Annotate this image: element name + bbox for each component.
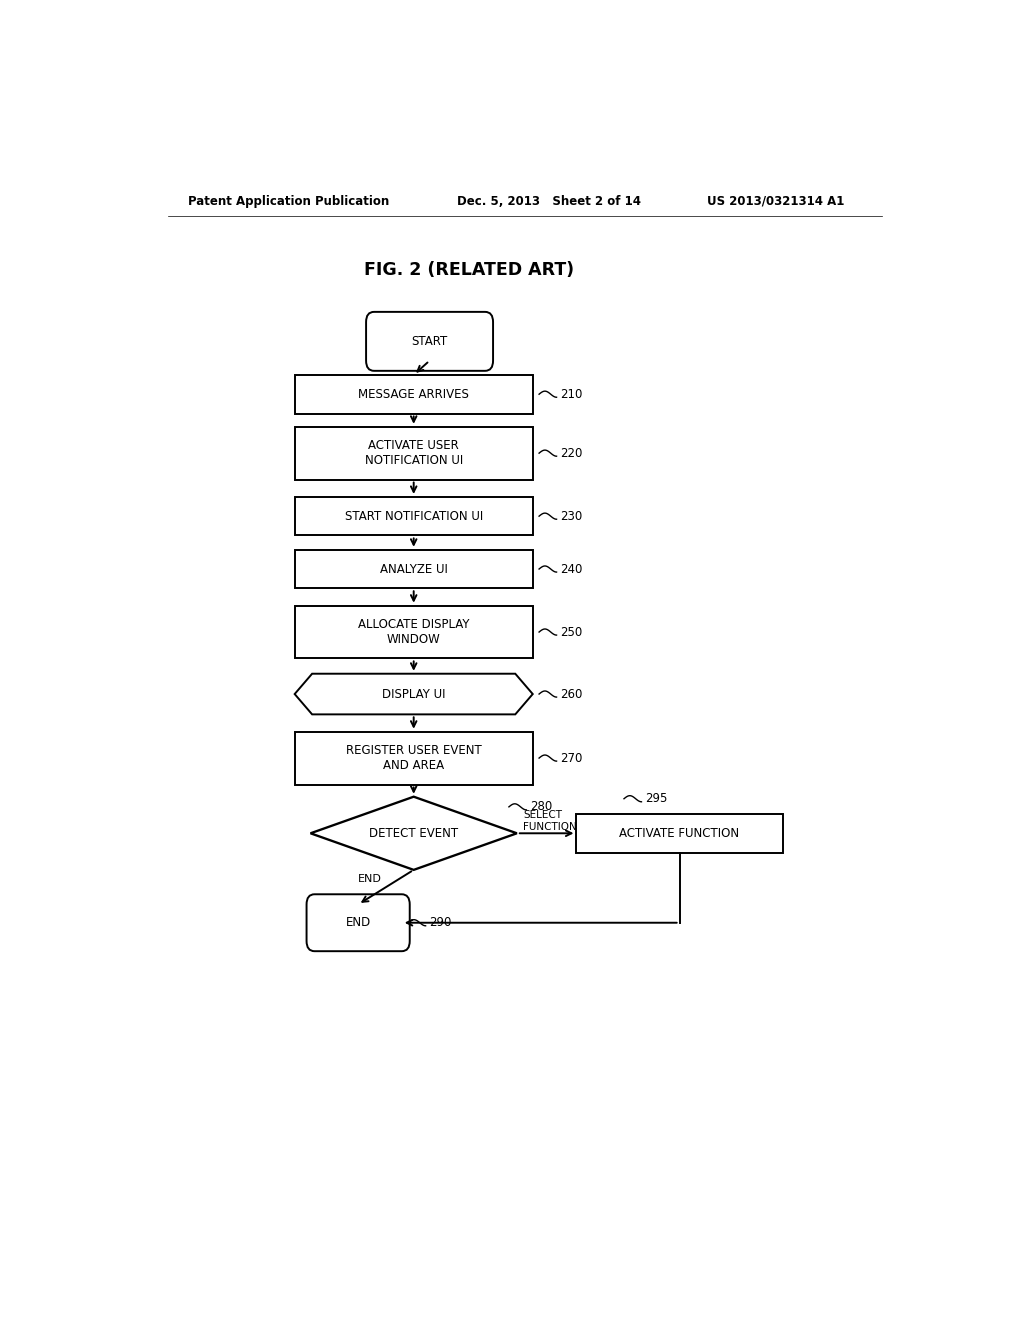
Bar (295, 496, 532, 536)
FancyBboxPatch shape (306, 894, 410, 952)
Text: 295: 295 (645, 792, 668, 805)
Polygon shape (310, 797, 517, 870)
Polygon shape (295, 673, 532, 714)
Text: DETECT EVENT: DETECT EVENT (369, 826, 459, 840)
Text: 260: 260 (560, 688, 583, 701)
Text: REGISTER USER EVENT
AND AREA: REGISTER USER EVENT AND AREA (346, 744, 481, 772)
Text: START NOTIFICATION UI: START NOTIFICATION UI (344, 510, 483, 523)
Text: Dec. 5, 2013   Sheet 2 of 14: Dec. 5, 2013 Sheet 2 of 14 (458, 194, 641, 207)
Bar (295, 375, 532, 413)
Text: 210: 210 (560, 388, 583, 401)
Text: 290: 290 (430, 916, 452, 929)
Text: ACTIVATE FUNCTION: ACTIVATE FUNCTION (620, 826, 739, 840)
Text: START: START (412, 335, 447, 348)
Text: US 2013/0321314 A1: US 2013/0321314 A1 (708, 194, 845, 207)
Bar (295, 731, 532, 784)
Text: ALLOCATE DISPLAY
WINDOW: ALLOCATE DISPLAY WINDOW (358, 618, 469, 645)
Bar (295, 606, 532, 659)
Text: 280: 280 (530, 800, 553, 813)
Text: 250: 250 (560, 626, 583, 639)
Text: 270: 270 (560, 751, 583, 764)
Text: FIG. 2 (RELATED ART): FIG. 2 (RELATED ART) (365, 261, 574, 280)
Text: MESSAGE ARRIVES: MESSAGE ARRIVES (358, 388, 469, 401)
Text: Patent Application Publication: Patent Application Publication (187, 194, 389, 207)
Bar (295, 426, 532, 479)
Text: END: END (358, 874, 382, 884)
Bar (577, 814, 782, 853)
Text: 230: 230 (560, 510, 583, 523)
Text: 220: 220 (560, 446, 583, 459)
Text: END: END (345, 916, 371, 929)
Text: 240: 240 (560, 562, 583, 576)
Text: SELECT
FUNCTION: SELECT FUNCTION (523, 810, 577, 832)
FancyBboxPatch shape (367, 312, 494, 371)
Text: ANALYZE UI: ANALYZE UI (380, 562, 447, 576)
Text: DISPLAY UI: DISPLAY UI (382, 688, 445, 701)
Bar (295, 549, 532, 589)
Text: ACTIVATE USER
NOTIFICATION UI: ACTIVATE USER NOTIFICATION UI (365, 440, 463, 467)
